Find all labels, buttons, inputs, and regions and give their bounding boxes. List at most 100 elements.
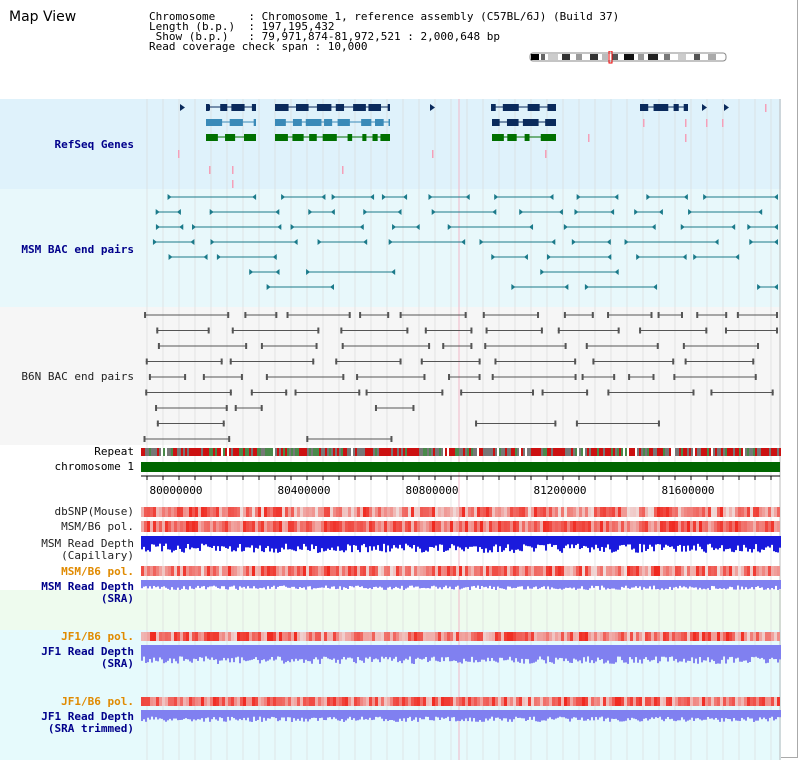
polymorphism-cell — [432, 507, 435, 517]
polymorphism-cell — [459, 521, 462, 532]
depth-bar-jf1-trimmed — [561, 710, 563, 718]
depth-bar-jf1-sra — [639, 645, 641, 660]
depth-bar-jf1-trimmed — [673, 710, 675, 721]
repeat-segment — [205, 448, 207, 456]
depth-bar-capillary — [217, 536, 219, 547]
depth-bar-jf1-sra — [591, 645, 593, 661]
depth-bar-msm-sra — [317, 580, 319, 588]
polymorphism-cell — [213, 632, 216, 641]
repeat-segment — [611, 448, 613, 456]
depth-bar-jf1-sra — [691, 645, 693, 658]
polymorphism-cell — [432, 632, 435, 641]
depth-bar-jf1-sra — [471, 645, 473, 657]
depth-bar-jf1-sra — [411, 645, 413, 664]
depth-bar-capillary — [737, 536, 739, 546]
depth-bar-capillary — [367, 536, 369, 553]
repeat-segment — [767, 448, 769, 456]
depth-bar-msm-sra — [149, 580, 151, 587]
polymorphism-cell — [291, 507, 294, 517]
track-label-msm-depth-sra: MSM Read Depth (SRA) — [41, 581, 134, 605]
polymorphism-cell — [396, 566, 399, 576]
depth-bar-jf1-trimmed — [201, 710, 203, 719]
msm-bac-end — [321, 194, 326, 200]
depth-bar-msm-sra — [463, 580, 465, 588]
polymorphism-cell — [264, 507, 267, 517]
msm-bac-end — [688, 209, 693, 215]
polymorphism-cell — [234, 507, 237, 517]
gene-exon — [545, 119, 556, 126]
depth-bar-capillary — [739, 536, 741, 551]
polymorphism-cell — [237, 521, 240, 532]
polymorphism-cell — [264, 632, 267, 641]
polymorphism-cell — [726, 697, 729, 706]
depth-bar-capillary — [397, 536, 399, 549]
depth-bar-jf1-sra — [763, 645, 765, 660]
depth-bar-msm-sra — [755, 580, 757, 587]
polymorphism-cell — [246, 566, 249, 576]
polymorphism-cell — [447, 697, 450, 706]
track-label-refseq[interactable]: RefSeq Genes — [54, 138, 134, 151]
polymorphism-cell — [321, 507, 324, 517]
polymorphism-cell — [621, 632, 624, 641]
polymorphism-cell — [417, 507, 420, 517]
polymorphism-cell — [741, 566, 744, 576]
depth-bar-jf1-sra — [355, 645, 357, 664]
depth-bar-jf1-sra — [737, 645, 739, 658]
polymorphism-cell — [624, 521, 627, 532]
depth-bar-msm-sra — [743, 580, 745, 590]
polymorphism-cell — [225, 632, 228, 641]
polymorphism-cell — [477, 507, 480, 517]
polymorphism-cell — [744, 566, 747, 576]
repeat-segment — [621, 448, 623, 456]
polymorphism-cell — [225, 507, 228, 517]
b6n-bac-end — [541, 389, 544, 396]
depth-bar-msm-sra — [287, 580, 289, 588]
msm-bac-end — [683, 194, 688, 200]
depth-bar-msm-sra — [493, 580, 495, 587]
b6n-bac-end — [145, 389, 148, 396]
polymorphism-cell — [429, 521, 432, 532]
depth-bar-jf1-sra — [425, 645, 427, 658]
repeat-segment — [183, 448, 185, 456]
polymorphism-cell — [213, 697, 216, 706]
depth-bar-msm-sra — [239, 580, 241, 587]
depth-bar-jf1-sra — [405, 645, 407, 659]
polymorphism-cell — [648, 566, 651, 576]
depth-bar-jf1-trimmed — [329, 710, 331, 718]
polymorphism-cell — [423, 566, 426, 576]
b6n-bac-end — [494, 358, 497, 365]
polymorphism-cell — [141, 507, 144, 517]
depth-bar-jf1-trimmed — [279, 710, 281, 721]
msm-bac-end — [491, 254, 496, 260]
depth-bar-jf1-sra — [459, 645, 461, 663]
depth-bar-msm-sra — [631, 580, 633, 588]
polymorphism-cell — [477, 521, 480, 532]
b6n-bac-end — [680, 312, 683, 318]
polymorphism-cell — [660, 521, 663, 532]
polymorphism-cell — [267, 521, 270, 532]
polymorphism-cell — [609, 697, 612, 706]
depth-bar-jf1-sra — [415, 645, 417, 659]
repeat-segment — [715, 448, 717, 456]
chromosome-ideogram[interactable] — [528, 51, 728, 65]
repeat-segment — [419, 448, 421, 456]
polymorphism-cell — [327, 507, 330, 517]
depth-bar-capillary — [509, 536, 511, 552]
polymorphism-cell — [591, 521, 594, 532]
depth-bar-jf1-trimmed — [449, 710, 451, 722]
depth-bar-jf1-trimmed — [573, 710, 575, 718]
depth-bar-jf1-sra — [357, 645, 359, 658]
polymorphism-cell — [486, 507, 489, 517]
polymorphism-cell — [774, 697, 777, 706]
msm-bac-end — [735, 254, 740, 260]
repeat-segment — [435, 448, 437, 456]
polymorphism-cell — [189, 507, 192, 517]
track-label-msm-bac[interactable]: MSM BAC end pairs — [21, 243, 134, 256]
track-label-b6n-bac[interactable]: B6N BAC end pairs — [21, 370, 134, 383]
gene-feature-tick — [685, 134, 687, 142]
polymorphism-cell — [621, 566, 624, 576]
msm-bac-end — [179, 224, 184, 230]
polymorphism-cell — [609, 507, 612, 517]
depth-bar-capillary — [185, 536, 187, 549]
